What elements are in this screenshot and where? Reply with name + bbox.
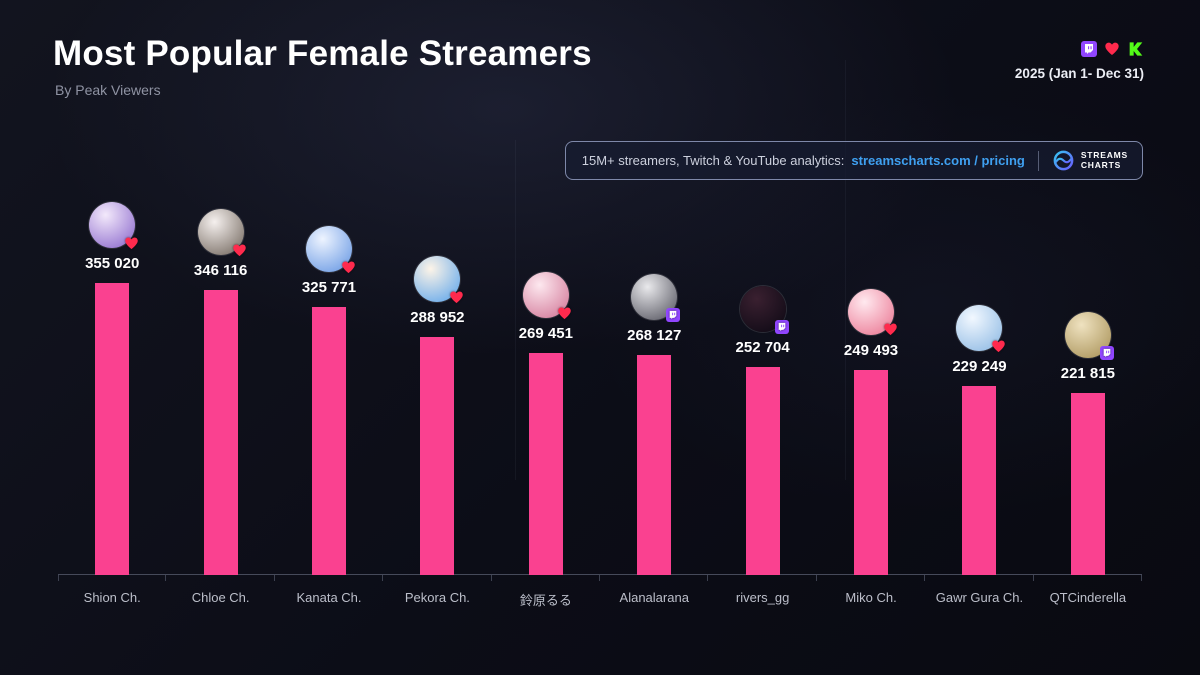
heart-icon	[882, 322, 898, 338]
category-label: Chloe Ch.	[191, 590, 250, 605]
background-line	[515, 140, 516, 480]
category-label: Pekora Ch.	[404, 590, 470, 605]
heart-icon	[340, 259, 356, 275]
category-label: Miko Ch.	[845, 590, 897, 605]
chart-column: 288 952 Pekora Ch.	[383, 183, 492, 605]
avatar	[89, 202, 138, 249]
axis-tick	[165, 575, 167, 581]
divider	[1037, 150, 1039, 171]
value-label: 325 771	[301, 279, 357, 297]
chart-column: 325 771 Kanata Ch.	[275, 183, 384, 605]
bar	[745, 367, 780, 575]
value-label: 221 815	[1060, 364, 1115, 382]
value-label: 346 116	[193, 262, 248, 280]
bar	[95, 283, 130, 575]
avatar	[1064, 311, 1114, 360]
axis-tick	[815, 575, 817, 581]
value-label: 229 249	[952, 358, 1007, 376]
bar	[312, 307, 347, 575]
heart-icon	[557, 305, 573, 321]
heart-icon	[990, 338, 1006, 354]
background-line	[845, 60, 846, 480]
logo-text-line2: CHARTS	[1080, 159, 1122, 170]
twitch-icon	[665, 307, 681, 323]
avatar	[414, 256, 463, 303]
bar	[637, 354, 672, 575]
bar	[1070, 392, 1105, 575]
twitch-icon	[1081, 41, 1097, 57]
avatar	[306, 226, 355, 273]
chart-column: 269 451 鈴原るる	[492, 183, 601, 608]
axis-tick	[382, 575, 384, 581]
heart-icon	[123, 235, 139, 251]
avatar	[956, 305, 1005, 353]
axis-tick	[924, 575, 926, 581]
chart-column: 221 815 QTCinderella	[1034, 183, 1143, 605]
page-title: Most Popular Female Streamers	[53, 34, 592, 73]
category-label: 鈴原るる	[519, 593, 572, 608]
axis-tick	[707, 575, 709, 581]
axis-tick	[1032, 575, 1034, 581]
promo-text: 15M+ streamers, Twitch & YouTube analyti…	[581, 153, 845, 168]
value-label: 288 952	[410, 309, 465, 327]
category-label: QTCinderella	[1049, 590, 1127, 605]
heart-icon	[232, 242, 248, 258]
promo-link[interactable]: streamscharts.com / pricing	[851, 153, 1025, 168]
category-label: Alanalarana	[619, 590, 689, 605]
heart-icon	[1104, 41, 1120, 57]
heart-icon	[448, 289, 464, 305]
value-label: 252 704	[735, 339, 790, 357]
logo-text-line1: STREAMS	[1080, 149, 1128, 160]
subtitle: By Peak Viewers	[55, 82, 161, 98]
axis-tick	[273, 575, 275, 581]
category-label: Gawr Gura Ch.	[935, 590, 1024, 605]
chart-column: 346 116 Chloe Ch.	[166, 183, 275, 605]
streamscharts-logo: STREAMS CHARTS	[1052, 149, 1128, 172]
chart-column: 229 249 Gawr Gura Ch.	[925, 183, 1034, 605]
bar	[854, 369, 889, 575]
platform-icons	[1081, 41, 1143, 57]
avatar	[848, 288, 897, 336]
x-axis-line	[58, 574, 1142, 575]
chart-column: 355 020 Shion Ch.	[58, 183, 167, 605]
date-range: 2025 (Jan 1- Dec 31)	[1014, 66, 1144, 81]
kick-icon	[1127, 41, 1143, 57]
bar	[420, 337, 455, 575]
twitch-icon	[774, 319, 790, 335]
chart-column: 268 127 Alanalarana	[600, 183, 709, 605]
category-label: Kanata Ch.	[296, 590, 362, 605]
twitch-icon	[1099, 345, 1115, 361]
value-label: 249 493	[843, 341, 899, 359]
avatar	[631, 273, 681, 322]
category-label: Shion Ch.	[83, 590, 141, 605]
promo-banner: 15M+ streamers, Twitch & YouTube analyti…	[564, 141, 1143, 180]
value-label: 268 127	[627, 326, 682, 344]
bar-chart: 355 020 Shion Ch. 346 116 Chloe Ch. 325 771 K…	[58, 183, 1143, 608]
bar	[203, 290, 238, 575]
chart-column: 249 493 Miko Ch.	[817, 183, 926, 605]
bar	[528, 353, 563, 575]
avatar	[197, 209, 246, 256]
axis-tick	[58, 575, 59, 581]
streamscharts-logo-icon	[1053, 150, 1074, 171]
axis-tick	[1141, 575, 1143, 581]
avatar	[522, 272, 572, 320]
axis-tick	[490, 575, 492, 581]
bar	[962, 386, 997, 575]
value-label: 355 020	[85, 255, 140, 272]
axis-tick	[599, 575, 601, 581]
category-label: rivers_gg	[735, 590, 790, 605]
chart-column: 252 704 rivers_gg	[708, 183, 817, 605]
value-label: 269 451	[518, 325, 573, 343]
avatar	[739, 286, 789, 335]
